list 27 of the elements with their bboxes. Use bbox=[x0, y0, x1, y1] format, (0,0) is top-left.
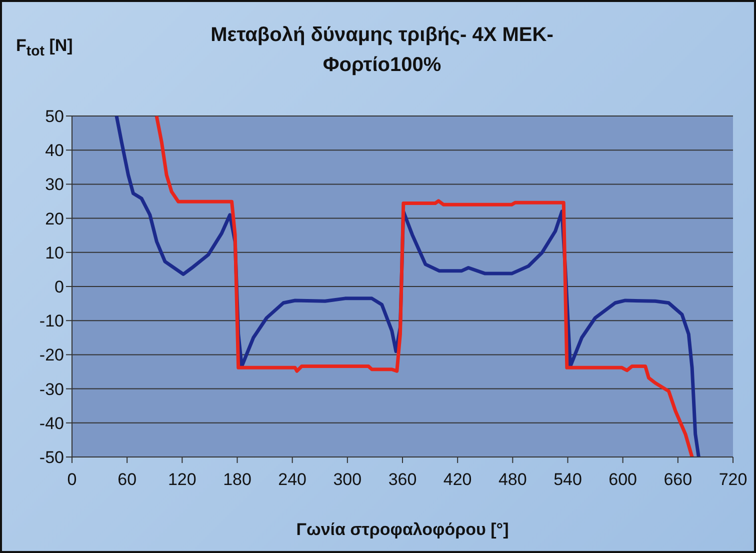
x-tick-label: 540 bbox=[554, 470, 582, 490]
x-tick-label: 420 bbox=[443, 470, 472, 490]
y-tick-label: -20 bbox=[39, 346, 64, 365]
y-tick-label: 0 bbox=[54, 278, 64, 297]
y-tick-label: -50 bbox=[39, 448, 64, 468]
x-tick-label: 300 bbox=[333, 470, 362, 490]
y-tick-label: -10 bbox=[39, 312, 64, 331]
x-tick-label: 180 bbox=[223, 470, 252, 490]
x-tick-label: 120 bbox=[168, 470, 196, 490]
x-tick-label: 720 bbox=[718, 470, 748, 490]
x-tick-label: 660 bbox=[664, 470, 692, 490]
x-tick-label: 0 bbox=[67, 470, 77, 490]
y-tick-label: 40 bbox=[45, 141, 64, 160]
y-tick-label: -40 bbox=[39, 414, 64, 433]
x-tick-label: 600 bbox=[608, 470, 638, 490]
y-tick-label: 20 bbox=[45, 209, 64, 228]
y-tick-label: 10 bbox=[45, 243, 64, 262]
x-tick-label: 480 bbox=[498, 470, 527, 490]
y-tick-label: 50 bbox=[45, 107, 64, 126]
y-axis-title: F$_{tot}$ [N] bbox=[16, 36, 73, 60]
chart-title: Μεταβολή δύναμης τριβής- 4X MEK- Φορτίο100% bbox=[210, 23, 554, 78]
x-axis-title: Γωνία στροφαλοφόρου [°] bbox=[296, 520, 509, 539]
x-tick-label: 360 bbox=[388, 470, 417, 490]
y-tick-label: 30 bbox=[45, 175, 64, 194]
x-tick-label: 240 bbox=[278, 470, 307, 490]
x-tick-label: 60 bbox=[118, 470, 137, 490]
y-tick-label: -30 bbox=[39, 380, 64, 399]
